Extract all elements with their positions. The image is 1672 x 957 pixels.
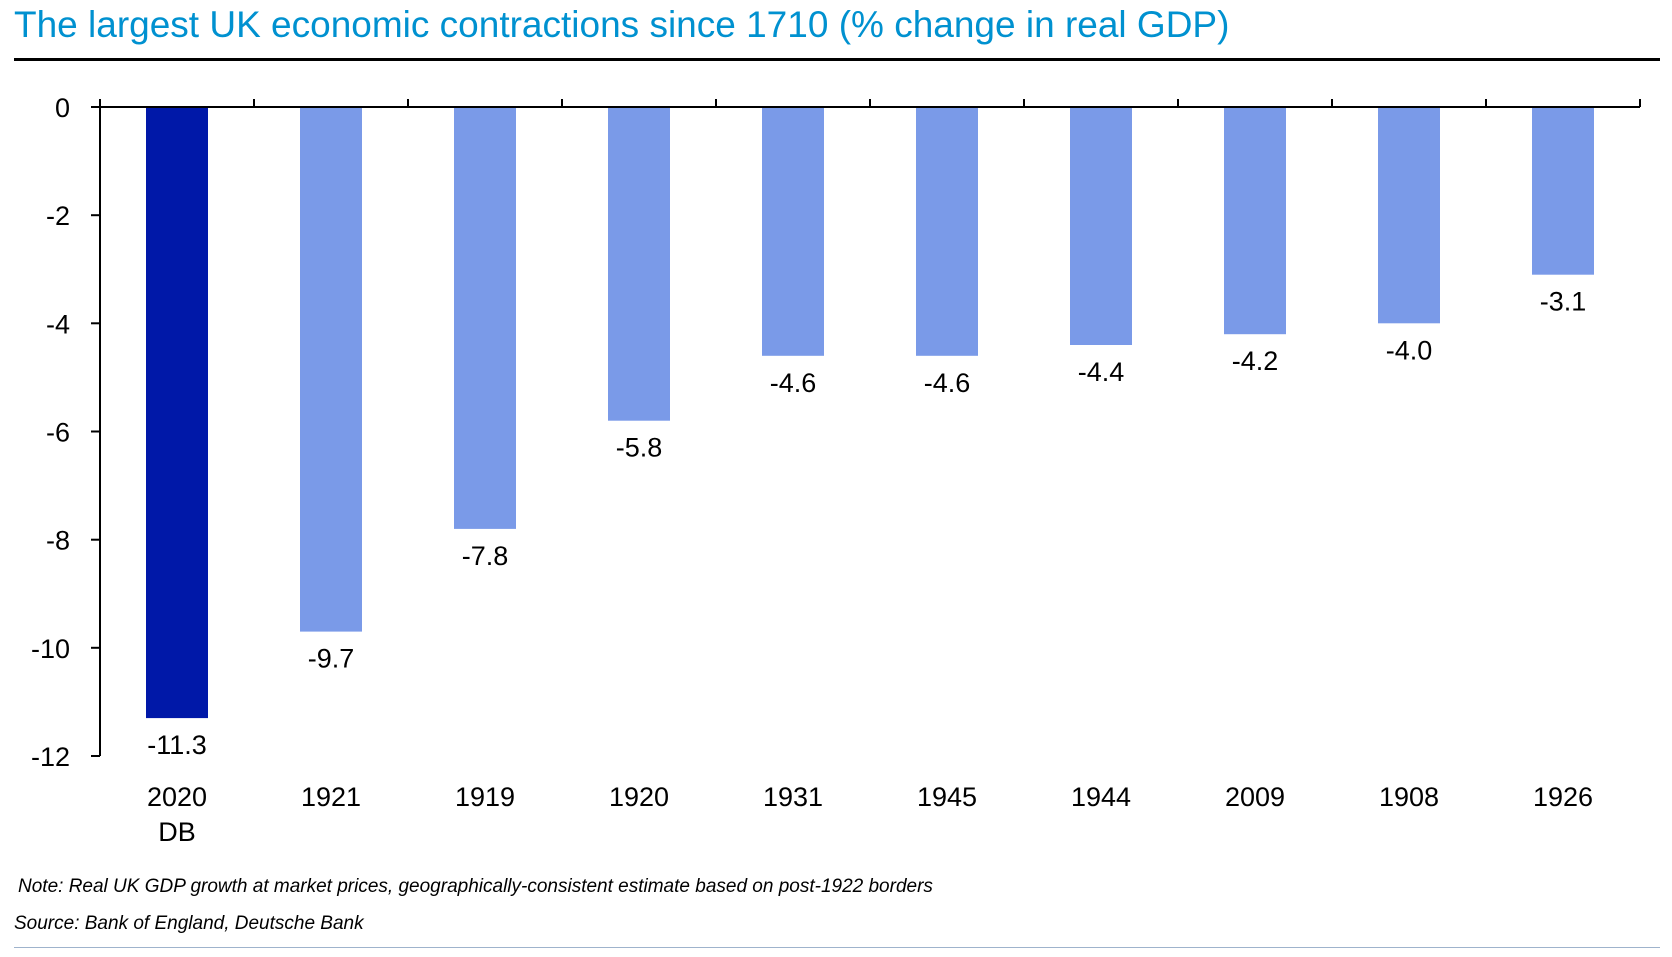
data-label: -4.0 — [1386, 335, 1433, 365]
x-tick-label: 1908 — [1379, 782, 1439, 812]
data-label: -3.1 — [1540, 287, 1587, 317]
x-tick-label: 1921 — [301, 782, 361, 812]
x-tick-label: 1919 — [455, 782, 515, 812]
y-tick-label: -10 — [31, 634, 70, 664]
x-tick-label: 2009 — [1225, 782, 1285, 812]
chart-note: Note: Real UK GDP growth at market price… — [18, 876, 933, 897]
x-tick-label: 1926 — [1533, 782, 1593, 812]
bar-1920 — [608, 107, 670, 421]
data-label: -4.6 — [924, 368, 971, 398]
data-label: -4.6 — [770, 368, 817, 398]
bar-1926 — [1532, 107, 1594, 275]
bar-1931 — [762, 107, 824, 356]
chart-title: The largest UK economic contractions sin… — [14, 4, 1230, 45]
data-label: -9.7 — [308, 644, 355, 674]
x-tick-label: 1945 — [917, 782, 977, 812]
data-label: -11.3 — [147, 730, 207, 760]
plot-area: -11.3 -9.7 -7.8 -5.8 -4.6 -4.6 -4.4 -4.2 -4.0 -3.… — [31, 93, 1641, 847]
data-label: -4.4 — [1078, 357, 1125, 387]
x-tick-label: 1920 — [609, 782, 669, 812]
bar-1908 — [1378, 107, 1440, 324]
chart-source: Source: Bank of England, Deutsche Bank — [14, 913, 364, 934]
bar-2020-db — [146, 107, 208, 719]
y-tick-label: -12 — [31, 742, 70, 772]
x-tick-label: 1931 — [763, 782, 823, 812]
data-label: -7.8 — [462, 541, 509, 571]
bar-1919 — [454, 107, 516, 529]
bar-2009 — [1224, 107, 1286, 335]
bar-chart: -11.3 -9.7 -7.8 -5.8 -4.6 -4.6 -4.4 -4.2 -4.0 -3.… — [31, 93, 1641, 847]
x-tick-label: 2020 — [147, 782, 207, 812]
data-label: -5.8 — [616, 433, 663, 463]
y-tick-label: -4 — [46, 309, 70, 339]
title-divider — [14, 58, 1660, 61]
data-label: -4.2 — [1232, 346, 1279, 376]
bar-1921 — [300, 107, 362, 632]
y-tick-label: -2 — [46, 201, 70, 231]
x-tick-label: DB — [158, 817, 196, 847]
y-tick-label: -8 — [46, 526, 70, 556]
bar-1944 — [1070, 107, 1132, 345]
bar-1945 — [916, 107, 978, 356]
y-tick-label: 0 — [55, 93, 70, 123]
footer-divider — [14, 947, 1660, 948]
y-tick-label: -6 — [46, 418, 70, 448]
x-tick-label: 1944 — [1071, 782, 1131, 812]
